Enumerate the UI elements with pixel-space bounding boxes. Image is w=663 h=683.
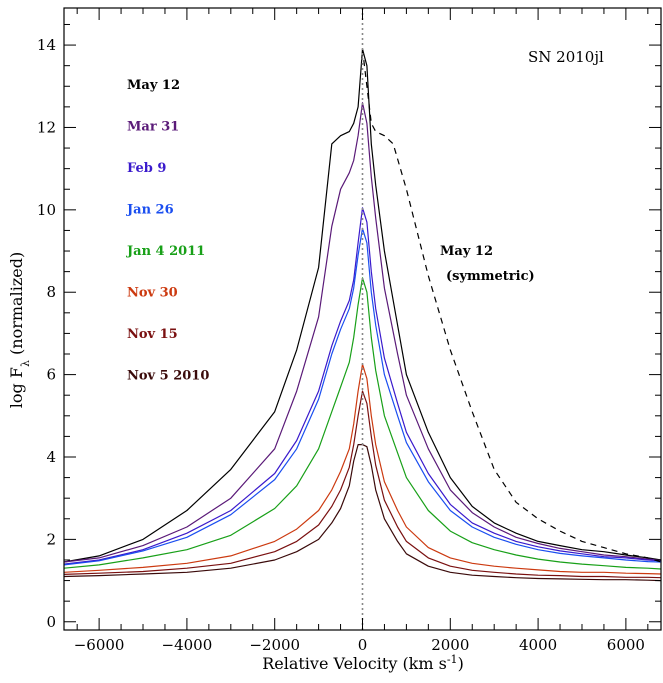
y-tick-label: 10 xyxy=(37,201,56,219)
x-axis-label-main: Relative Velocity (km s xyxy=(262,654,447,673)
chart-title: SN 2010jl xyxy=(528,48,604,66)
legend-entry: Nov 5 2010 xyxy=(127,369,209,384)
series-line-2 xyxy=(63,207,662,565)
y-axis-label-end: (normalized) xyxy=(7,252,26,360)
x-axis-label-end: ) xyxy=(458,654,464,673)
series-line-7 xyxy=(63,444,662,582)
y-tick-label: 6 xyxy=(46,366,56,384)
series-line-0 xyxy=(63,48,662,563)
series-line-5 xyxy=(63,363,662,575)
legend-entry: Feb 9 xyxy=(127,161,166,176)
y-tick-label: 0 xyxy=(46,613,56,631)
y-axis-label-sub: λ xyxy=(19,360,32,367)
x-axis-label: Relative Velocity (km s-1) xyxy=(262,653,464,674)
x-tick-label: 4000 xyxy=(519,636,557,654)
x-tick-label: −4000 xyxy=(162,636,213,654)
x-tick-label: 0 xyxy=(358,636,368,654)
legend-entry: Mar 31 xyxy=(127,120,179,135)
legend-entry: Nov 15 xyxy=(127,327,178,342)
legend-entry: Nov 30 xyxy=(127,286,178,301)
x-tick-label: 6000 xyxy=(607,636,645,654)
series-line-6 xyxy=(63,390,662,579)
ticks-group xyxy=(64,8,661,630)
x-tick-label: −2000 xyxy=(249,636,300,654)
x-tick-label: 2000 xyxy=(431,636,469,654)
y-tick-label: 8 xyxy=(46,283,56,301)
y-tick-label: 2 xyxy=(46,530,56,548)
x-tick-label: −6000 xyxy=(74,636,125,654)
y-axis-label: log Fλ (normalized) xyxy=(7,252,32,408)
series-line-4 xyxy=(63,277,662,570)
y-tick-label: 14 xyxy=(37,36,56,54)
annotation-line-1: May 12 xyxy=(440,244,493,259)
series-line-8 xyxy=(361,49,662,563)
y-axis-label-main: log F xyxy=(7,367,26,408)
legend-group: May 12 Mar 31 Feb 9 Jan 26 Jan 4 2011 Nov 30 N… xyxy=(126,78,209,384)
legend-entry: Jan 4 2011 xyxy=(126,244,205,259)
series-line-1 xyxy=(63,102,662,563)
annotation-line-2: (symmetric) xyxy=(446,269,535,284)
y-tick-label: 4 xyxy=(46,448,56,466)
y-tick-label: 12 xyxy=(37,118,56,136)
legend-entry: May 12 xyxy=(127,78,180,93)
tick-labels-group: −6000 −4000 −2000 0 2000 4000 6000 0 2 4 6 8 10 12 14 xyxy=(37,36,645,654)
curves-group xyxy=(63,48,662,582)
x-axis-label-sup: -1 xyxy=(447,653,458,666)
series-line-3 xyxy=(63,227,662,566)
legend-entry: Jan 26 xyxy=(126,203,174,218)
